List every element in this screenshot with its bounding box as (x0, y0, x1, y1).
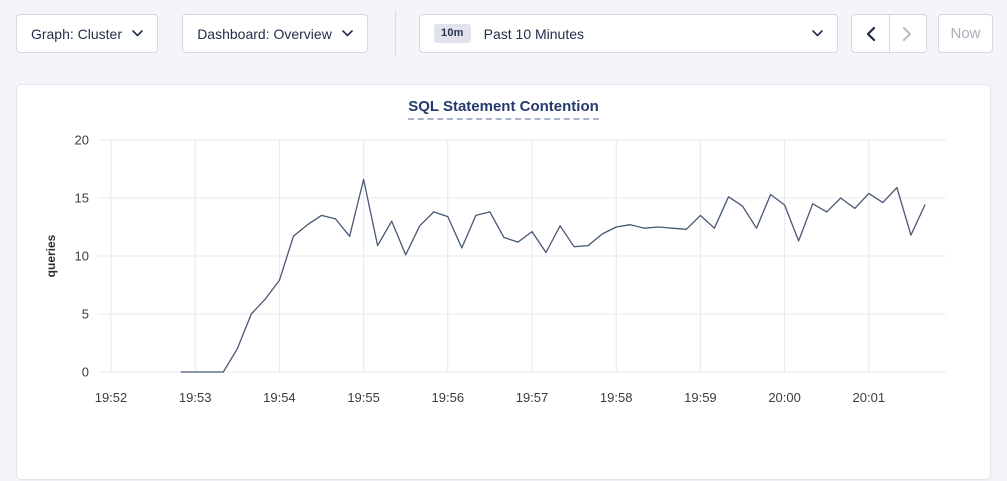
contention-line-chart: 0 5 10 15 20 19:52 19:53 19:54 19:55 19:56 19:57 19… (44, 133, 946, 405)
y-axis-tick-label: 20 (75, 133, 89, 148)
series-line-queries (180, 178, 926, 373)
graph-dropdown[interactable]: Graph: Cluster (16, 14, 158, 53)
now-button-label: Now (950, 25, 981, 42)
chevron-down-icon (132, 30, 143, 37)
chevron-down-icon (342, 30, 353, 37)
y-axis-tick-label: 15 (75, 191, 89, 206)
x-axis-tick-label: 20:00 (768, 390, 801, 405)
x-axis-tick-label: 19:55 (347, 390, 380, 405)
x-axis-tick-label: 19:56 (432, 390, 465, 405)
graph-dropdown-label: Graph: Cluster (30, 25, 123, 42)
dashboard-dropdown[interactable]: Dashboard: Overview (182, 14, 368, 53)
chevron-left-icon (866, 26, 875, 41)
now-button[interactable]: Now (938, 14, 993, 53)
chart-title-row: SQL Statement Contention (17, 98, 990, 120)
y-axis-tick-label: 0 (82, 365, 89, 380)
x-axis-tick-label: 19:58 (600, 390, 633, 405)
x-axis-tick-label: 19:53 (179, 390, 212, 405)
y-axis-tick-label: 10 (75, 249, 89, 264)
x-axis-tick-label: 19:54 (263, 390, 296, 405)
chart-card: SQL Statement Contention 0 5 10 15 20 19:52 19… (16, 84, 991, 480)
y-axis-tick-label: 5 (82, 307, 89, 322)
next-time-window-button[interactable] (888, 15, 927, 52)
previous-time-window-button[interactable] (852, 15, 889, 52)
time-window-nav (851, 14, 927, 53)
time-range-dropdown[interactable]: 10m Past 10 Minutes (419, 14, 838, 53)
time-range-badge: 10m (434, 24, 471, 43)
chart-title-link[interactable]: SQL Statement Contention (408, 98, 599, 120)
x-axis-tick-label: 19:52 (95, 390, 128, 405)
toolbar-divider (395, 10, 396, 57)
x-axis-tick-label: 20:01 (853, 390, 886, 405)
chevron-down-icon (812, 30, 823, 37)
time-range-label: Past 10 Minutes (483, 25, 585, 42)
y-axis-label: queries (44, 234, 58, 277)
dashboard-dropdown-label: Dashboard: Overview (197, 25, 332, 42)
x-axis-tick-label: 19:57 (516, 390, 549, 405)
chevron-right-icon (903, 26, 912, 41)
x-axis-tick-label: 19:59 (684, 390, 717, 405)
